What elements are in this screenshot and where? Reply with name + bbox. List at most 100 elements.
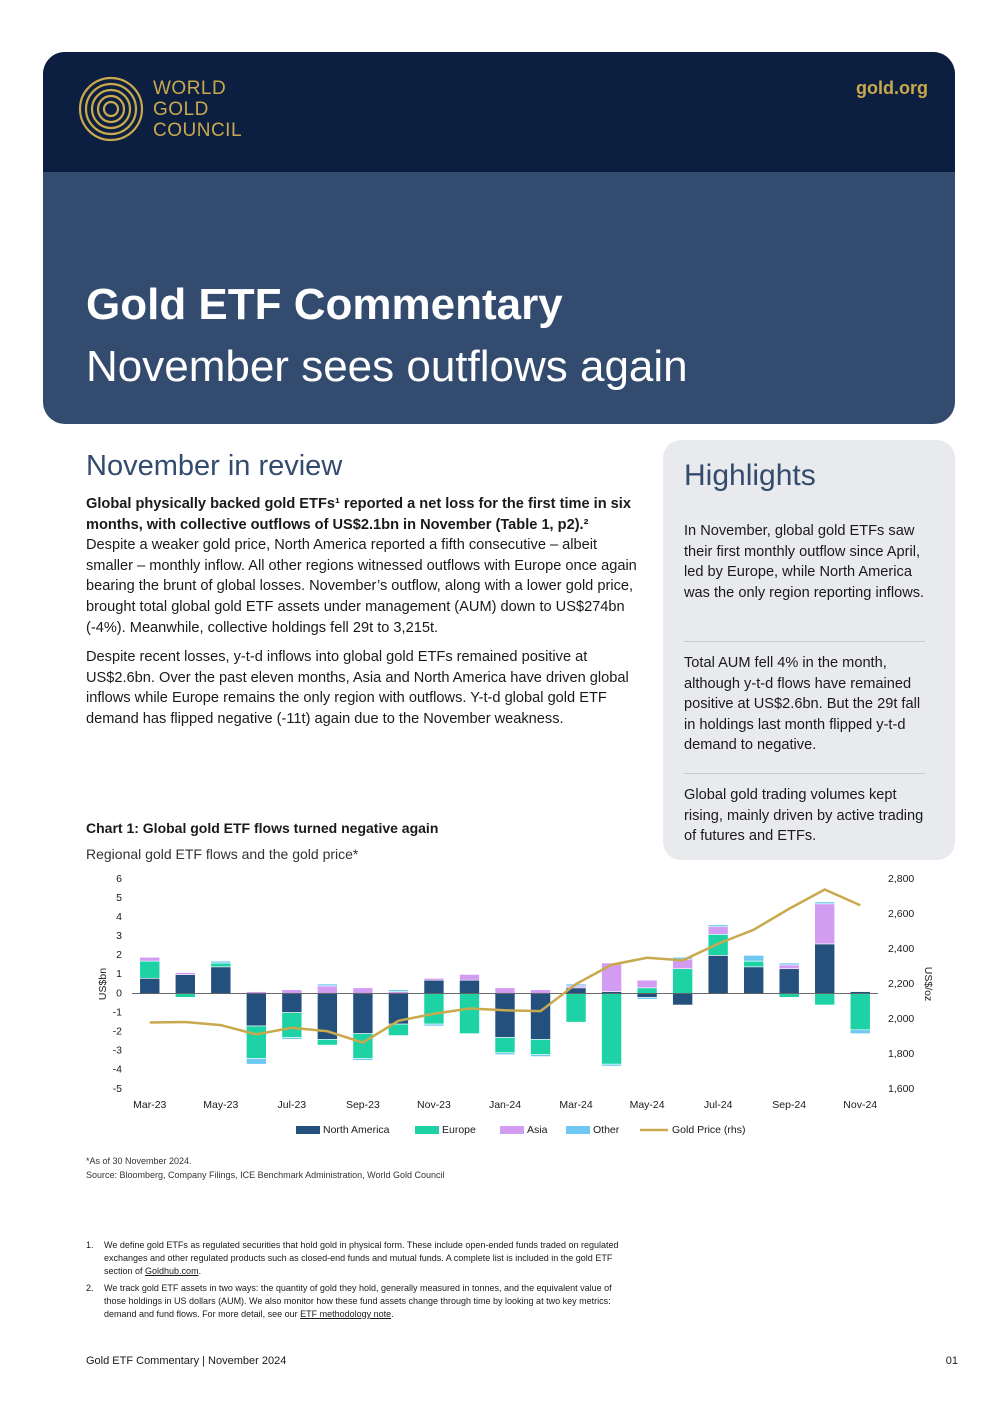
- paragraph: Despite recent losses, y-t-d inflows int…: [86, 649, 629, 727]
- bar-segment: [743, 966, 764, 994]
- y-tick-label: 3: [116, 930, 122, 942]
- highlight: Global gold trading volumes kept rising,…: [684, 787, 924, 845]
- footnote-link[interactable]: Goldhub.com: [145, 1266, 199, 1276]
- y-tick-label: -4: [113, 1064, 122, 1076]
- bar-segment: [423, 993, 445, 1025]
- y-tick-label: 4: [116, 911, 122, 923]
- bar-segment: [246, 1058, 267, 1065]
- chart-subtitle: Regional gold ETF flows and the gold pri…: [86, 846, 359, 862]
- bar-segment: [778, 993, 800, 998]
- footnote-end: .: [391, 1309, 394, 1319]
- bar-segment: [530, 993, 551, 1040]
- y-tick-label: -2: [113, 1026, 122, 1038]
- footnote-text: We track gold ETF assets in two ways: th…: [104, 1283, 612, 1319]
- price-line: [149, 888, 861, 1044]
- bar-segment: [317, 1039, 338, 1046]
- x-tick-label: Mar-23: [133, 1099, 166, 1111]
- doc-subtitle: November sees outflows again: [86, 342, 688, 391]
- footnote-text: We define gold ETFs as regulated securit…: [104, 1240, 619, 1276]
- bar-segment: [281, 1037, 303, 1040]
- bar-segment: [139, 960, 161, 979]
- footnote: 1. We define gold ETFs as regulated secu…: [86, 1239, 634, 1278]
- bar-segment: [494, 987, 516, 994]
- y2-axis-label: US$/oz: [922, 967, 934, 1001]
- footnote-link[interactable]: ETF methodology note: [300, 1309, 392, 1319]
- paragraph: Global physically backed gold ETFs¹ repo…: [86, 494, 638, 638]
- legend-label: North America: [323, 1124, 390, 1136]
- y-axis-label: US$bn: [97, 968, 109, 1000]
- highlight: In November, global gold ETFs saw their …: [684, 523, 925, 601]
- y2-tick-label: 1,600: [888, 1083, 914, 1095]
- bar-segment: [139, 956, 161, 962]
- lead-text: Global physically backed gold ETFs¹ repo…: [86, 496, 631, 533]
- bar-segment: [778, 964, 800, 970]
- bar-segment: [459, 993, 480, 1034]
- separator: [684, 641, 925, 642]
- x-tick-label: Sep-23: [346, 1099, 380, 1111]
- bar-segment: [849, 1029, 871, 1034]
- y-tick-label: 1: [116, 968, 122, 980]
- bar-segment: [281, 989, 303, 994]
- bar-segment: [494, 993, 516, 1038]
- logo-line: WORLD: [153, 78, 227, 99]
- legend-swatch: [566, 1126, 590, 1134]
- bar-segment: [601, 993, 622, 1065]
- bar-segment: [139, 977, 161, 994]
- chart: -5 -4 -3 -2 -1 0 1 2 3 4 5 6 1,600 1,800 2,000 2,200 2,4…: [97, 873, 934, 1136]
- bar-segment: [246, 1025, 267, 1059]
- bar-segment: [210, 962, 232, 968]
- bar-segment: [352, 993, 374, 1034]
- bar-segment: [636, 979, 658, 989]
- x-tick-label: May-23: [203, 1099, 238, 1111]
- bar-segment: [494, 1052, 516, 1055]
- highlights-heading: Highlights: [684, 459, 816, 492]
- page-number: 01: [945, 1355, 958, 1367]
- footnote-end: .: [198, 1266, 202, 1276]
- site-link[interactable]: gold.org: [856, 78, 928, 98]
- chart-source: Source: Bloomberg, Company Filings, ICE …: [86, 1170, 445, 1180]
- bar-segment: [707, 924, 729, 928]
- legend-label: Other: [593, 1124, 620, 1136]
- bar-segment: [636, 993, 658, 998]
- bar-segment: [707, 955, 729, 994]
- bar-segment: [423, 1023, 445, 1027]
- chart-title: Chart 1: Global gold ETF flows turned ne…: [86, 820, 439, 836]
- x-tick-label: May-24: [630, 1099, 665, 1111]
- x-tick-label: Jul-23: [278, 1099, 307, 1111]
- bar-segment: [707, 926, 729, 935]
- bar-segment: [423, 977, 445, 981]
- bar-segment: [743, 960, 764, 968]
- logo-line: COUNCIL: [153, 120, 243, 141]
- bar-segment: [174, 993, 196, 998]
- bar-segment: [530, 1039, 551, 1055]
- x-tick-label: Jul-24: [704, 1099, 733, 1111]
- highlights-box: [663, 440, 955, 860]
- legend-swatch: [415, 1126, 439, 1134]
- bar-segment: [494, 1037, 516, 1054]
- bar-segment: [317, 983, 338, 987]
- y-tick-label: -3: [113, 1045, 122, 1057]
- bar-segment: [530, 989, 551, 994]
- bar-segment: [210, 960, 232, 964]
- footnote-number: 1.: [86, 1240, 94, 1250]
- bar-segment: [636, 987, 658, 994]
- legend-label: Gold Price (rhs): [672, 1124, 746, 1136]
- bar-segment: [814, 993, 836, 1006]
- y-tick-label: -5: [113, 1083, 122, 1095]
- bar-segment: [459, 974, 480, 981]
- legend-label: Asia: [527, 1124, 548, 1136]
- bar-segment: [246, 993, 267, 1027]
- y-tick-label: -1: [113, 1006, 122, 1018]
- legend-swatch: [500, 1126, 524, 1134]
- bar-segment: [814, 903, 836, 945]
- bar-segment: [210, 966, 232, 994]
- bar-segment: [849, 993, 871, 1031]
- bar-segment: [778, 968, 800, 994]
- bar-segment: [174, 974, 196, 994]
- bar-segment: [530, 1054, 551, 1057]
- footnote-number: 2.: [86, 1283, 94, 1293]
- bar-segment: [601, 1063, 622, 1067]
- y-tick-label: 0: [116, 987, 122, 999]
- header-bar: [43, 52, 955, 172]
